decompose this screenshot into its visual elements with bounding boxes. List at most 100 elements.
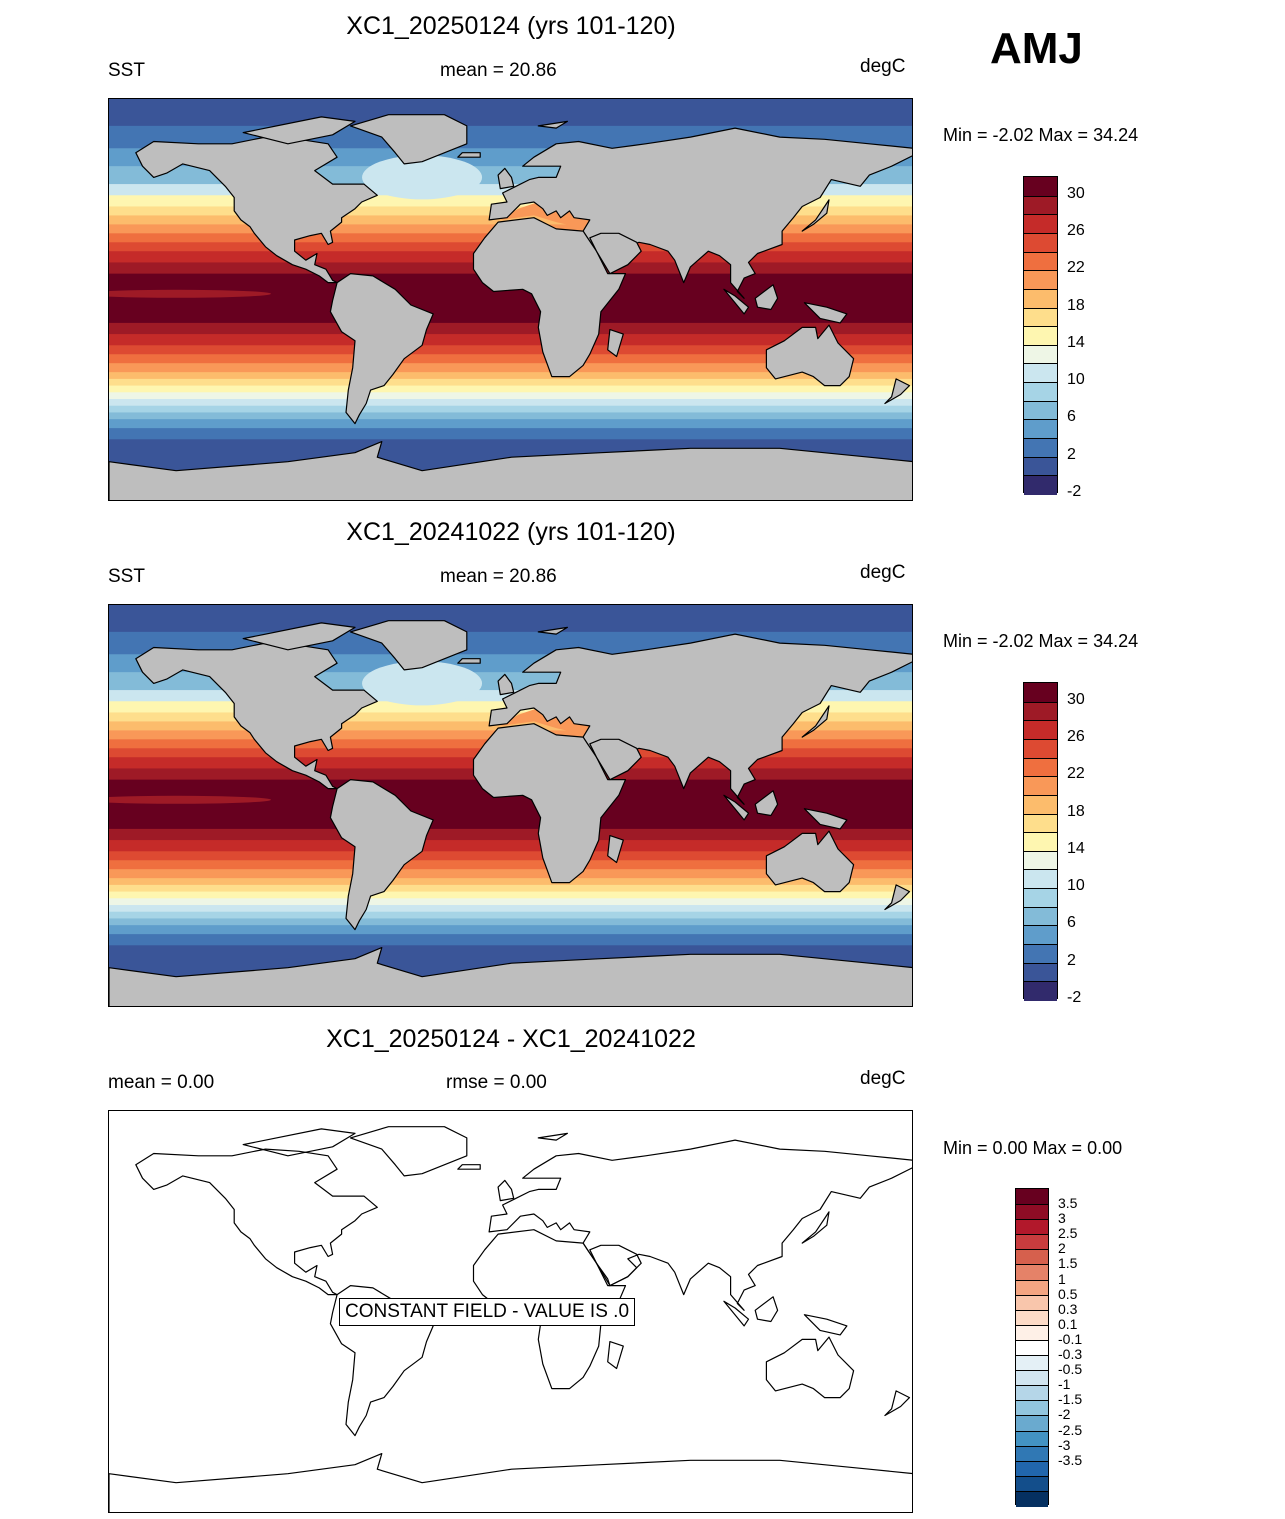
colorbar-tick-label: 22 — [1067, 765, 1085, 783]
colorbar-swatch — [1024, 794, 1057, 815]
sst-band — [109, 428, 912, 440]
colorbar-swatch — [1016, 1490, 1048, 1507]
landmass-new-zealand — [884, 378, 911, 405]
sst-band — [109, 99, 912, 127]
cool-tongue — [109, 795, 272, 804]
landmass-north-america — [135, 1148, 378, 1296]
landmass-australia — [765, 830, 855, 893]
colorbar-swatch — [1024, 382, 1057, 402]
landmass-japan — [801, 705, 830, 738]
sst-band — [109, 605, 912, 633]
sst-band — [109, 905, 912, 913]
panel-1-mean: mean = 20.86 — [440, 60, 557, 81]
colorbar-tick-label: 0.1 — [1058, 1315, 1078, 1332]
landmass-madagascar — [607, 1341, 624, 1370]
colorbar-swatch — [1016, 1460, 1048, 1477]
colorbar-swatch — [1024, 214, 1057, 234]
panel-2-title: XC1_20241022 (yrs 101-120) — [346, 518, 676, 546]
north-atlantic-cool-region — [362, 661, 483, 706]
landmass-africa — [472, 723, 627, 884]
colorbar-swatch — [1016, 1355, 1048, 1372]
sst-band — [109, 911, 912, 919]
panel-1-sst-map — [108, 98, 913, 501]
landmass-australia — [765, 324, 855, 387]
sst-band — [109, 925, 912, 935]
colorbar-swatch — [1024, 944, 1057, 964]
sst-band — [109, 884, 912, 893]
panel-2-units: degC — [860, 562, 906, 583]
colorbar-swatch — [1024, 232, 1057, 253]
colorbar-swatch — [1024, 776, 1057, 796]
landmass-borneo-sumatra — [723, 1300, 750, 1327]
landmass-arabia — [589, 1244, 642, 1287]
landmass-uk — [497, 673, 515, 696]
colorbar-swatch — [1024, 738, 1057, 759]
landmass-arabia — [589, 738, 642, 781]
colorbar-swatch — [1016, 1234, 1048, 1251]
colorbar-tick-label: 22 — [1067, 259, 1085, 277]
colorbar-tick-label: 18 — [1067, 296, 1085, 314]
landmass-north-america — [135, 642, 378, 790]
colorbar-tick-label: 3.5 — [1058, 1195, 1078, 1212]
landmass-eurasia — [488, 633, 912, 805]
landmass-uk — [497, 167, 515, 190]
colorbar-tick-label: 26 — [1067, 221, 1085, 239]
colorbar-swatch — [1024, 757, 1057, 778]
colorbar-swatch — [1024, 363, 1057, 384]
sst-band — [109, 419, 912, 429]
landmass-madagascar — [607, 329, 624, 358]
panel-1-variable: SST — [108, 60, 145, 81]
sst-band — [109, 860, 912, 870]
sst-band — [109, 828, 912, 841]
colorbar-swatch — [1016, 1279, 1048, 1296]
landmass-africa — [472, 217, 627, 378]
colorbar-box — [1015, 1188, 1049, 1507]
sst-band — [109, 898, 912, 906]
colorbar-tick-label: -0.5 — [1058, 1361, 1083, 1378]
colorbar-swatch — [1024, 832, 1057, 852]
sst-band — [109, 372, 912, 380]
colorbar-tick-label: 2 — [1067, 445, 1076, 463]
landmass-svalbard — [537, 626, 568, 635]
panel-2-map-svg — [109, 605, 912, 1006]
colorbar-tick-label: -2 — [1067, 989, 1082, 1006]
colorbar-swatch — [1024, 813, 1057, 834]
landmass-borneo — [754, 284, 779, 311]
landmass-new-guinea — [803, 1314, 848, 1336]
landmass-new-guinea — [803, 302, 848, 324]
colorbar-swatch — [1016, 1475, 1048, 1492]
panel-2-variable: SST — [108, 566, 145, 587]
colorbar-tick-label: -2 — [1058, 1406, 1071, 1423]
panel-2-sst-map — [108, 604, 913, 1007]
sst-band — [109, 385, 912, 393]
colorbar-tick-label: 6 — [1067, 914, 1076, 932]
colorbar-swatch — [1024, 344, 1057, 365]
colorbar-swatch — [1024, 925, 1057, 946]
colorbar-swatch — [1016, 1445, 1048, 1462]
colorbar-swatch — [1016, 1430, 1048, 1447]
colorbar-tick-label: -2.5 — [1058, 1421, 1083, 1438]
sst-band — [109, 934, 912, 946]
landmass-new-guinea — [803, 808, 848, 830]
colorbar-tick-label: 2.5 — [1058, 1225, 1078, 1242]
constant-field-note: CONSTANT FIELD - VALUE IS .0 — [339, 1298, 636, 1326]
colorbar-tick-label: -3.5 — [1058, 1451, 1083, 1468]
colorbar-swatch — [1024, 981, 1057, 1001]
landmass-arctic-islands — [242, 116, 356, 145]
colorbar-swatch — [1016, 1385, 1048, 1402]
season-label: AMJ — [990, 24, 1083, 73]
colorbar-tick-label: 6 — [1067, 408, 1076, 426]
colorbar-box — [1023, 682, 1058, 1001]
panel-3-colorbar: 3.5 3 2.5 2 1.5 1 0.5 0.3 0.1 -0.1 -0.3 -0.5 -1 -1.5-… — [1015, 1188, 1082, 1507]
mediterranean-sea — [500, 708, 590, 735]
panel-1-map-svg — [109, 99, 912, 500]
sst-band — [109, 334, 912, 346]
colorbar-tick-label: -0.1 — [1058, 1330, 1083, 1347]
colorbar-tick-label: 2 — [1067, 951, 1076, 969]
landmass-south-america — [329, 779, 434, 931]
landmass-eurasia — [488, 127, 912, 299]
colorbar-swatch — [1016, 1309, 1048, 1326]
colorbar-swatch — [1016, 1400, 1048, 1417]
colorbar-swatch — [1024, 720, 1057, 740]
landmass-north-america — [135, 136, 378, 284]
